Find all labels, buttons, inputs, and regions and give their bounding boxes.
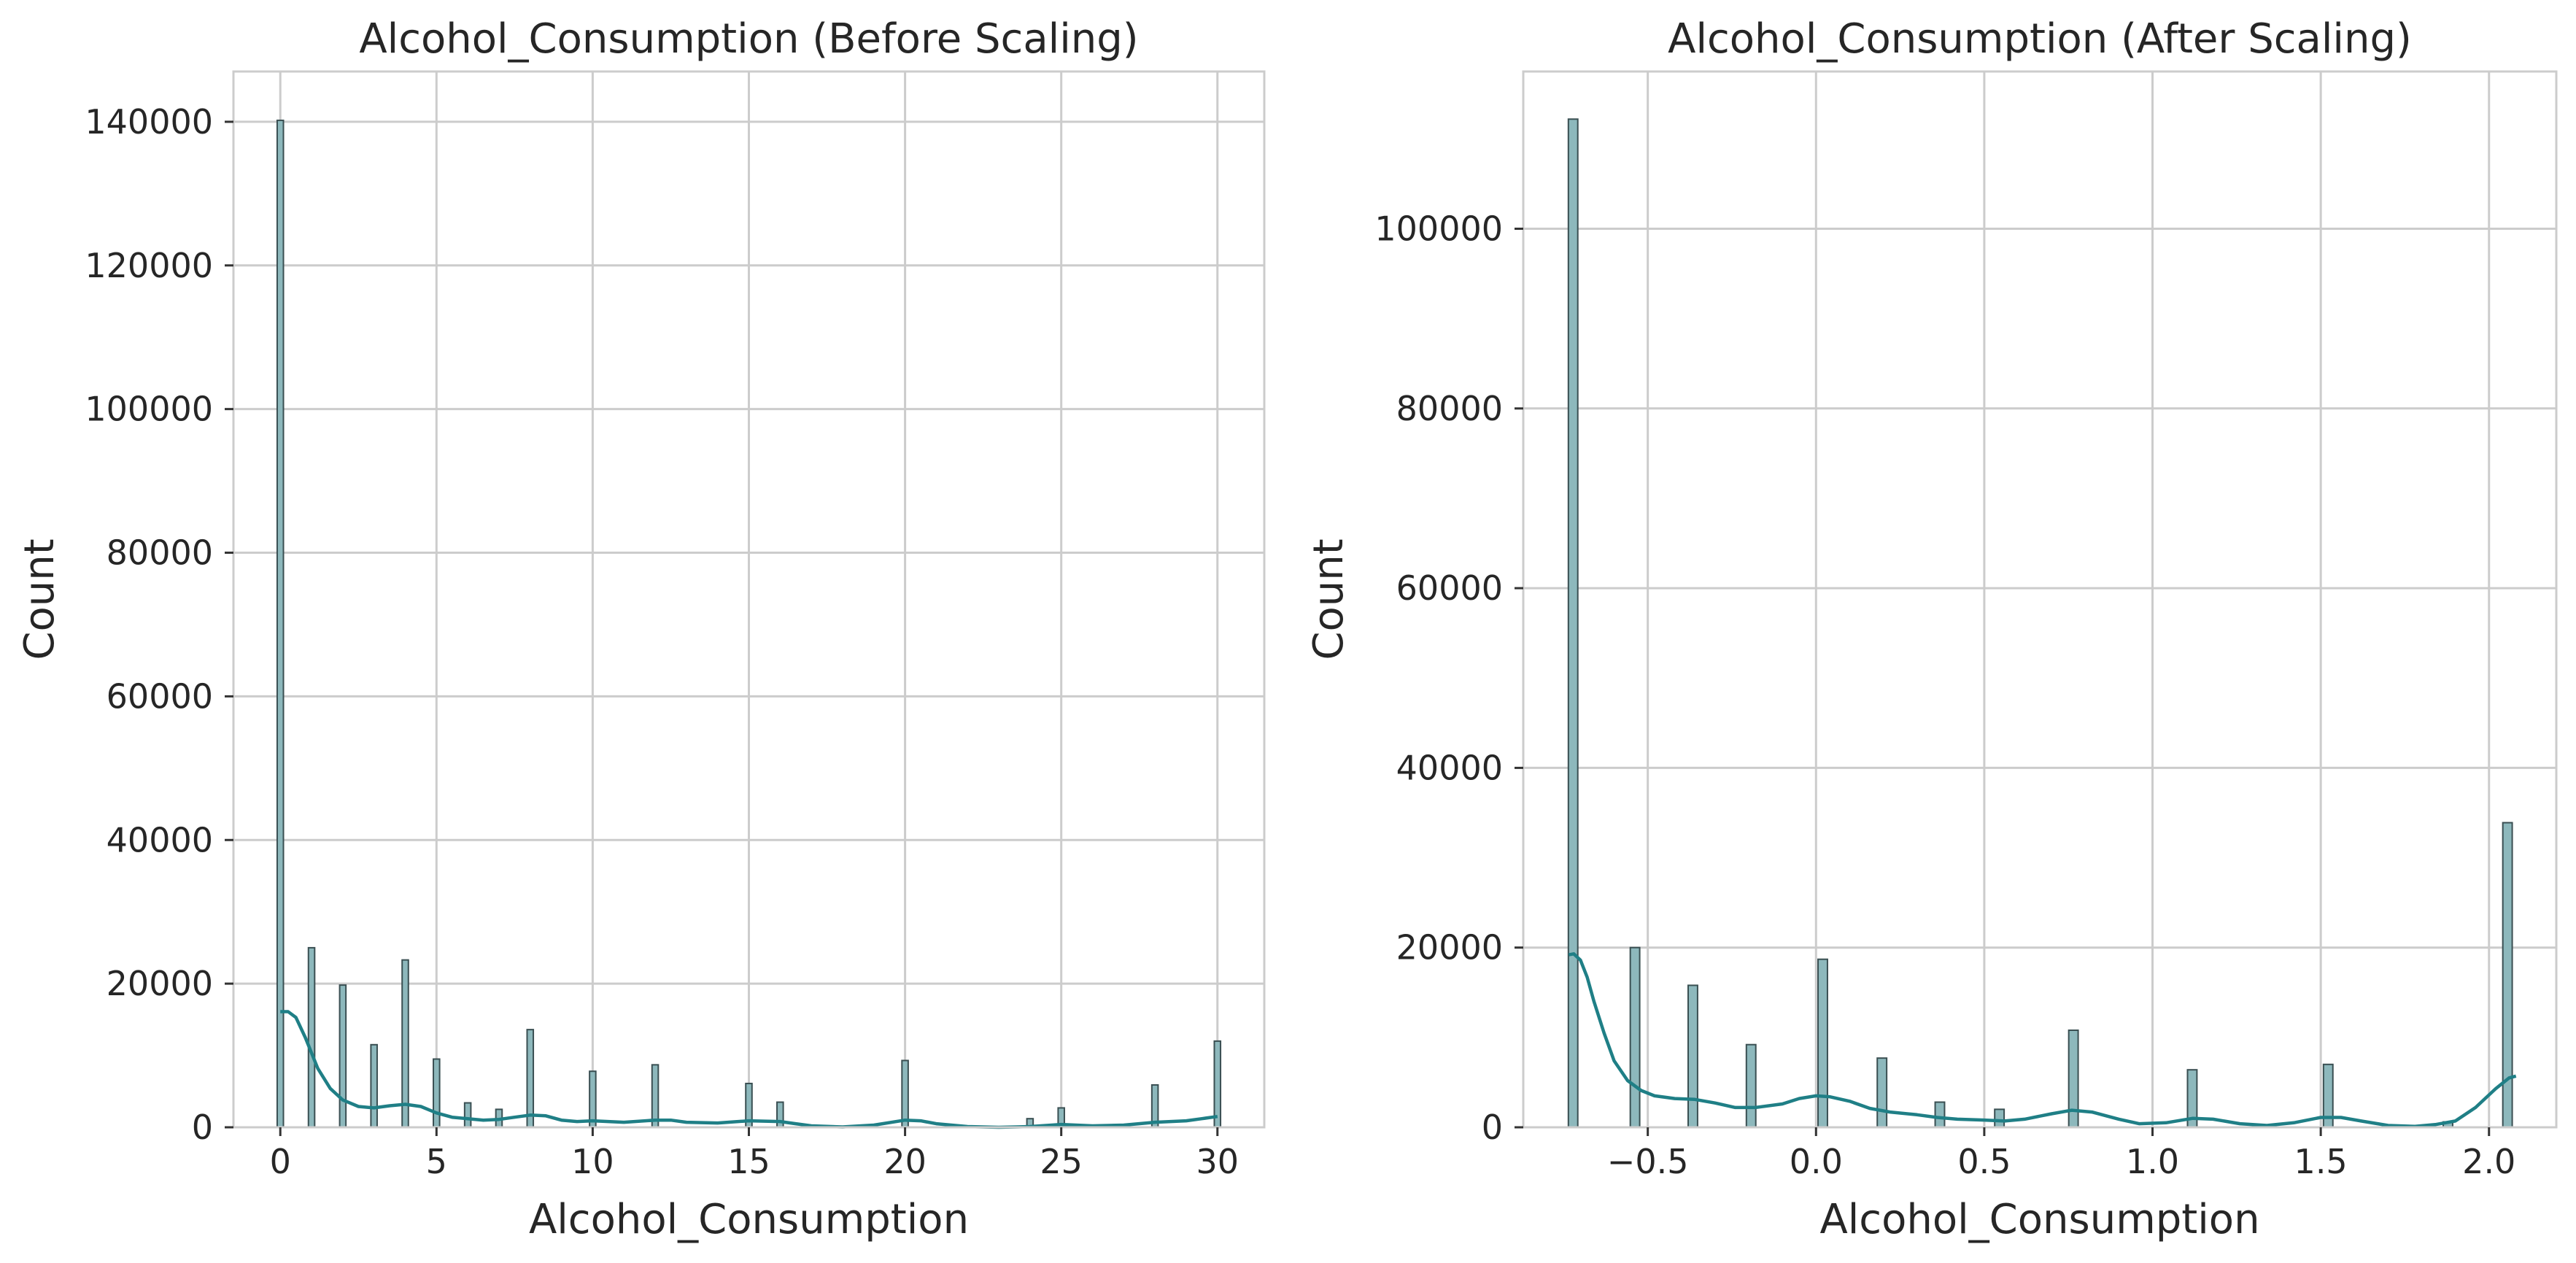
chart-2-histogram-bar [1994, 1108, 2006, 1129]
chart-1-histogram-bar [1213, 1040, 1222, 1129]
chart-1-y-tick-label: 100000 [85, 390, 213, 429]
chart-2-axes-frame [1522, 70, 2558, 1129]
chart-1-histogram-bar [401, 959, 409, 1129]
chart-2-x-tick-label: 0.5 [1957, 1142, 2011, 1181]
chart-1-histogram-bar [307, 946, 316, 1129]
chart-1-y-tick-label: 60000 [107, 676, 213, 716]
chart-2-y-axis-label: Count [1305, 538, 1353, 660]
chart-2-x-tick-label: 2.0 [2462, 1142, 2515, 1181]
chart-2-kde-line [1568, 952, 2517, 1129]
chart-2-y-tick-label: 20000 [1396, 928, 1503, 967]
chart-1-y-tick-label: 120000 [85, 246, 213, 285]
chart-2-y-tick-label: 40000 [1396, 748, 1503, 787]
chart-1-y-tick-label: 20000 [107, 964, 213, 1003]
chart-2-panel: −0.5 0.0 0.5 1.0 1.5 2.0 0 20000 40000 60000 80000… [1305, 15, 2558, 1243]
chart-2-x-tick-label: 1.5 [2294, 1142, 2348, 1181]
chart-2-histogram-bar [1745, 1043, 1757, 1129]
chart-1-histogram-bar [339, 984, 347, 1128]
chart-1-x-tick-label: 5 [426, 1142, 447, 1181]
chart-2-y-tick-label: 100000 [1374, 209, 1503, 249]
chart-1-histogram-bar [901, 1059, 909, 1128]
chart-2-histogram-bar [1629, 946, 1641, 1129]
chart-2-histogram-bar [2068, 1029, 2079, 1128]
chart-1-histogram-bar [776, 1101, 784, 1128]
chart-1-x-axis-label: Alcohol_Consumption [529, 1196, 969, 1243]
chart-2-y-tick-label: 80000 [1396, 389, 1503, 428]
chart-1-y-tick-label: 0 [192, 1108, 213, 1147]
chart-1-title: Alcohol_Consumption (Before Scaling) [359, 15, 1138, 63]
chart-1-x-tick-label: 15 [727, 1142, 770, 1181]
chart-2-histogram-bar [1687, 984, 1698, 1128]
chart-2-x-tick-label: 1.0 [2126, 1142, 2179, 1181]
chart-2-x-tick-label: 0.0 [1790, 1142, 1843, 1181]
chart-1-histogram-bar [370, 1043, 378, 1128]
chart-1-histogram-bar [651, 1064, 660, 1128]
chart-1-y-tick-label: 40000 [107, 820, 213, 860]
chart-2-x-axis-label: Alcohol_Consumption [1819, 1196, 2259, 1243]
chart-2-title: Alcohol_Consumption (After Scaling) [1668, 15, 2412, 63]
chart-1-histogram-bar [276, 119, 285, 1129]
chart-2-histogram-bar [1876, 1057, 1888, 1128]
chart-1-x-tick-label: 25 [1040, 1142, 1083, 1181]
chart-1-y-tick-label: 80000 [107, 533, 213, 573]
chart-1-y-axis-label: Count [16, 538, 63, 660]
chart-2-y-tick-label: 60000 [1396, 568, 1503, 608]
chart-1-histogram-bar [463, 1102, 472, 1129]
chart-1-histogram-bar [433, 1058, 441, 1129]
chart-1-x-tick-label: 30 [1196, 1142, 1239, 1181]
chart-1-histogram-bar [526, 1029, 535, 1129]
chart-2-histogram-bar [1817, 958, 1828, 1129]
chart-2-histogram-bar [1934, 1101, 1946, 1129]
chart-2-histogram-bar [1567, 118, 1579, 1129]
chart-1-y-tick-label: 140000 [85, 102, 213, 142]
chart-2-y-tick-label: 0 [1482, 1108, 1503, 1147]
chart-1-x-tick-label: 20 [883, 1142, 927, 1181]
chart-1-panel: 0 5 10 15 20 25 30 0 20000 40000 60000 80000 100000 1… [16, 15, 1266, 1243]
chart-1-histogram-bar [589, 1070, 597, 1129]
chart-1-x-tick-label: 10 [571, 1142, 614, 1181]
chart-2-x-tick-label: −0.5 [1607, 1142, 1689, 1181]
chart-1-x-tick-label: 0 [270, 1142, 291, 1181]
